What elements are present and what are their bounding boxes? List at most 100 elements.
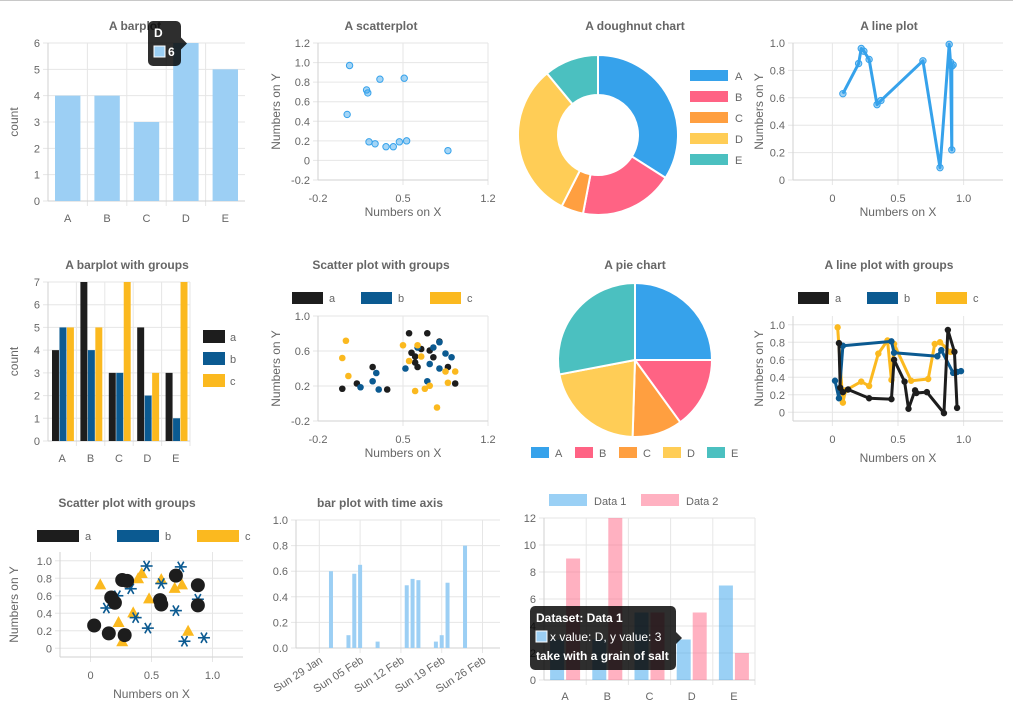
bar-c-B[interactable]: [95, 327, 103, 441]
point-a[interactable]: [411, 353, 419, 360]
point-b[interactable]: [934, 353, 941, 360]
point-b[interactable]: [155, 577, 168, 590]
slice-E[interactable]: [545, 53, 599, 106]
point[interactable]: [395, 138, 404, 146]
point-b[interactable]: [372, 369, 380, 377]
bar-c-A[interactable]: [66, 327, 74, 441]
slice-E[interactable]: [557, 281, 636, 376]
point-b[interactable]: [831, 377, 839, 384]
point-a[interactable]: [117, 628, 132, 643]
point-c[interactable]: [442, 368, 449, 375]
point[interactable]: [345, 61, 354, 70]
bar-2023-02-14[interactable]: [410, 578, 415, 648]
point-c[interactable]: [345, 372, 352, 380]
bar-2023-02-03[interactable]: [346, 635, 351, 648]
point-a[interactable]: [839, 388, 847, 396]
slice-B[interactable]: [633, 359, 714, 424]
point-c[interactable]: [135, 567, 148, 578]
point-b[interactable]: [835, 395, 843, 402]
point-c[interactable]: [875, 350, 882, 357]
point-a[interactable]: [890, 356, 898, 363]
point[interactable]: [400, 74, 408, 82]
point-a[interactable]: [423, 329, 431, 337]
point-c[interactable]: [931, 340, 938, 348]
point-a[interactable]: [953, 404, 961, 412]
point[interactable]: [854, 59, 863, 68]
point-b[interactable]: [375, 386, 383, 393]
bar-a-E[interactable]: [165, 372, 173, 441]
point-a[interactable]: [190, 598, 205, 613]
point-a[interactable]: [405, 329, 413, 337]
bar-b-C[interactable]: [116, 372, 124, 441]
slice-D[interactable]: [558, 358, 637, 438]
point-b[interactable]: [448, 353, 455, 361]
point[interactable]: [949, 61, 957, 69]
point-c[interactable]: [417, 353, 425, 360]
point-c[interactable]: [924, 375, 932, 383]
point-b[interactable]: [197, 632, 210, 644]
point[interactable]: [948, 146, 956, 154]
point-a[interactable]: [154, 597, 169, 612]
bar-E[interactable]: [212, 69, 238, 201]
point-a[interactable]: [905, 405, 912, 412]
point-a[interactable]: [835, 339, 843, 347]
point-c[interactable]: [182, 624, 195, 636]
point-b[interactable]: [426, 360, 434, 368]
point[interactable]: [371, 140, 379, 148]
point[interactable]: [945, 40, 953, 49]
point-a[interactable]: [451, 380, 459, 387]
point-c[interactable]: [839, 399, 847, 406]
slice-A[interactable]: [597, 53, 679, 180]
point-c[interactable]: [176, 578, 188, 590]
point-c[interactable]: [414, 341, 421, 349]
point-b[interactable]: [141, 622, 154, 634]
bar-b-D[interactable]: [144, 395, 152, 441]
point-c[interactable]: [143, 592, 156, 604]
point-a[interactable]: [844, 386, 852, 393]
bar-Data-2-E[interactable]: [734, 653, 749, 680]
point-c[interactable]: [865, 382, 873, 390]
point-b[interactable]: [129, 612, 142, 624]
slice-A[interactable]: [634, 281, 714, 361]
bar-a-B[interactable]: [80, 282, 88, 441]
point-c[interactable]: [444, 379, 452, 387]
point-c[interactable]: [342, 337, 350, 345]
point[interactable]: [343, 110, 351, 119]
point-c[interactable]: [338, 354, 346, 362]
bar-2023-02-13[interactable]: [404, 585, 409, 648]
point-c[interactable]: [858, 378, 865, 385]
point-b[interactable]: [402, 365, 409, 372]
point-b[interactable]: [957, 367, 965, 375]
point[interactable]: [364, 89, 372, 97]
bar-2023-02-04[interactable]: [352, 573, 357, 648]
point-c[interactable]: [168, 581, 181, 593]
bar-Data-1-D[interactable]: [676, 639, 691, 681]
bar-a-A[interactable]: [52, 350, 59, 441]
point[interactable]: [382, 143, 390, 151]
point-b[interactable]: [178, 635, 191, 647]
point-a[interactable]: [940, 409, 948, 417]
point[interactable]: [444, 146, 452, 155]
point-a[interactable]: [888, 395, 895, 403]
point-b[interactable]: [169, 605, 182, 617]
bar-2023-02-20[interactable]: [445, 582, 450, 648]
bar-b-A[interactable]: [59, 327, 67, 441]
point-a[interactable]: [101, 626, 116, 641]
point-b[interactable]: [436, 365, 443, 372]
point-c[interactable]: [399, 341, 407, 349]
point-a[interactable]: [913, 389, 920, 397]
point-c[interactable]: [451, 368, 459, 375]
point[interactable]: [865, 55, 873, 64]
point-a[interactable]: [120, 573, 135, 588]
bar-a-D[interactable]: [137, 327, 145, 441]
point[interactable]: [365, 138, 373, 146]
bar-2023-02-15[interactable]: [416, 580, 421, 648]
point-b[interactable]: [436, 338, 443, 346]
bar-B[interactable]: [94, 95, 120, 201]
point-a[interactable]: [951, 348, 958, 356]
slice-D[interactable]: [517, 71, 582, 208]
bar-D[interactable]: [173, 43, 199, 201]
point-a[interactable]: [865, 395, 873, 402]
point-c[interactable]: [907, 377, 915, 384]
point-c[interactable]: [155, 573, 168, 585]
